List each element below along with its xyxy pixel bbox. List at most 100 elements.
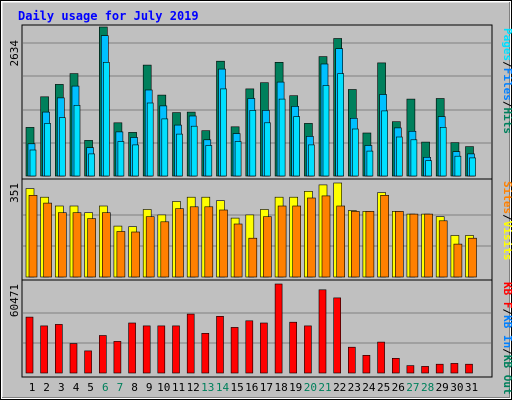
bar-sites [380, 195, 389, 278]
bar-pages [176, 133, 183, 177]
bar-sites [307, 197, 316, 278]
bar-kb-f [186, 313, 195, 374]
bar-pages [322, 85, 330, 177]
legend-entry: Hits [501, 108, 512, 135]
bar-sites [160, 221, 170, 278]
bar-kb-f [362, 354, 371, 374]
bar-pages [103, 61, 110, 177]
bar-sites [350, 211, 360, 278]
x-tick-label: 9 [146, 381, 153, 394]
bar-pages [395, 136, 403, 177]
bar-kb-f [69, 343, 78, 374]
bar-pages [44, 123, 51, 177]
bar-kb-f [318, 289, 327, 374]
bar-sites [365, 211, 375, 278]
bar-pages [366, 150, 374, 177]
x-tick-label: 2 [43, 381, 50, 394]
legend-bottom: KB F/KB In/KB Out [501, 282, 512, 395]
bar-pages [220, 88, 227, 177]
legend-entry: Files [501, 68, 512, 101]
bar-sites [102, 212, 111, 278]
x-tick-label: 1 [29, 381, 36, 394]
x-tick-label: 4 [73, 381, 80, 394]
bar-pages [425, 160, 432, 177]
bar-pages [308, 144, 315, 177]
bar-kb-f [421, 366, 429, 374]
x-tick-label: 6 [102, 381, 109, 394]
bar-kb-f [347, 346, 356, 374]
bar-kb-f [99, 335, 107, 374]
bar-kb-f [25, 316, 34, 374]
bar-sites [204, 206, 214, 278]
bar-pages [351, 128, 359, 177]
bar-sites [248, 237, 258, 278]
x-tick-label: 24 [362, 381, 376, 394]
bar-pages [161, 118, 169, 177]
bar-sites [277, 205, 287, 278]
bar-pages [337, 73, 345, 177]
bar-pages [29, 149, 37, 177]
x-tick-label: 15 [230, 381, 243, 394]
bar-sites [409, 213, 419, 278]
bar-sites [87, 218, 96, 278]
x-tick-label: 30 [450, 381, 463, 394]
bar-kb-f [142, 325, 151, 374]
legend-entry: Visits [501, 221, 512, 261]
bar-sites [219, 209, 228, 278]
bar-kb-f [54, 324, 63, 374]
legend-middle: Sites/Visits [501, 181, 512, 261]
x-tick-label: 23 [348, 381, 361, 394]
bar-pages [439, 127, 447, 177]
bar-pages [469, 157, 476, 177]
bar-sites [72, 212, 82, 278]
x-tick-label: 18 [274, 381, 287, 394]
legend-entry: Pages [501, 28, 512, 61]
bar-pages [73, 105, 81, 177]
bar-pages [410, 139, 418, 177]
bar-kb-f [289, 321, 298, 374]
bar-pages [88, 153, 95, 177]
bar-sites [263, 216, 272, 278]
bar-kb-f [245, 320, 254, 374]
bar-pages [58, 117, 66, 177]
x-tick-label: 16 [245, 381, 258, 394]
bar-kb-f [172, 325, 180, 374]
legend-entry: / [501, 309, 512, 316]
bar-sites [468, 237, 477, 278]
bar-sites [453, 243, 463, 278]
bars-layer [25, 26, 477, 374]
bar-kb-f [260, 322, 268, 374]
legend-entry: Sites [501, 181, 512, 214]
bar-kb-f [201, 332, 210, 374]
x-tick-label: 28 [421, 381, 434, 394]
bar-kb-f [406, 365, 415, 374]
bar-sites [292, 205, 302, 278]
bar-pages [146, 102, 154, 177]
bar-kb-f [377, 341, 385, 374]
bar-sites [131, 231, 140, 278]
bar-sites [189, 206, 199, 278]
bar-kb-f [274, 283, 283, 374]
legend-entry: / [501, 348, 512, 355]
y-max-label-top: 2634 [8, 40, 21, 67]
bar-sites [145, 216, 155, 278]
bar-kb-f [391, 357, 400, 374]
bar-pages [381, 110, 388, 177]
legend-entry: KB Out [501, 355, 512, 395]
bar-kb-f [450, 363, 459, 374]
bar-sites [57, 212, 67, 278]
bar-kb-f [465, 363, 473, 374]
bar-kb-f [40, 325, 48, 374]
bar-sites [43, 202, 52, 278]
x-tick-label: 22 [333, 381, 346, 394]
bar-kb-f [216, 315, 224, 374]
x-axis-labels: 1 2 3 4 5 6 7 8 9 10 11 12 13 14 15 16 17 18 19 20 21 22 23 24 2… [29, 381, 478, 394]
x-tick-label: 26 [392, 381, 405, 394]
bar-sites [233, 223, 243, 278]
bar-kb-f [435, 363, 444, 374]
x-tick-label: 21 [318, 381, 331, 394]
bar-pages [264, 122, 271, 177]
bar-sites [438, 220, 448, 278]
x-tick-label: 27 [406, 381, 419, 394]
x-tick-label: 31 [465, 381, 478, 394]
